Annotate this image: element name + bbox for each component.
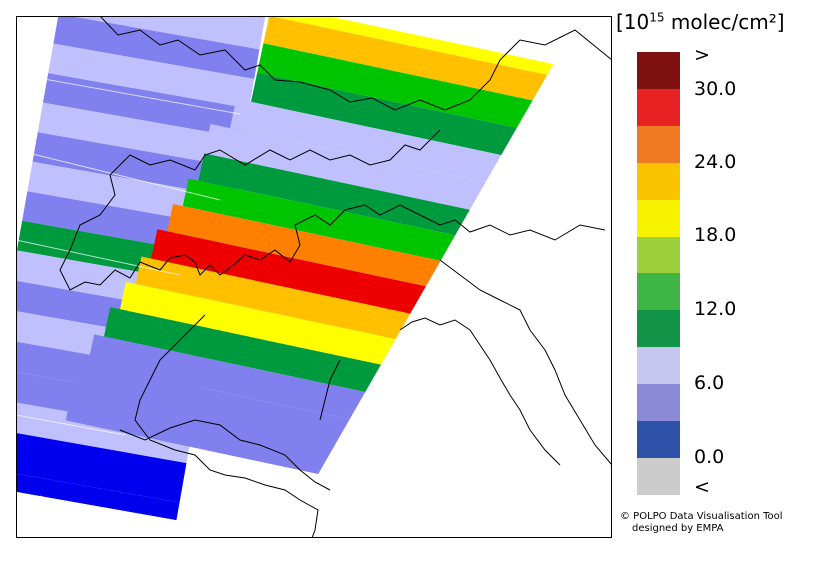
colorbar-swatch: [637, 457, 680, 495]
strip: [16, 407, 187, 503]
colorbar-swatch: [637, 384, 680, 422]
scan-lines: [16, 73, 241, 521]
colorbar-swatch: [637, 52, 680, 89]
colorbar-swatch: [637, 273, 680, 311]
strip: [257, 43, 554, 156]
tick-label: 30.0: [694, 78, 737, 100]
tick-label: 24.0: [694, 151, 737, 173]
colorbar-swatch: [637, 310, 680, 348]
credit-line-1: © POLPO Data Visualisation Tool: [620, 511, 783, 522]
strip: [16, 52, 249, 139]
pixel-strips: [16, 16, 554, 538]
colorbar-swatch: [637, 236, 680, 274]
colorbar-swatch: [637, 162, 680, 200]
map-panel: [16, 16, 612, 538]
colorbar-swatch: [637, 347, 680, 385]
credit-line-2: designed by EMPA: [632, 523, 724, 534]
strip: [16, 112, 239, 198]
colorbar-swatch: [637, 421, 680, 458]
tick-label: 18.0: [694, 224, 737, 246]
strip: [16, 16, 260, 79]
strip: [16, 141, 234, 227]
colorbar-swatch: [637, 88, 680, 126]
tick-label: 12.0: [694, 298, 737, 320]
tick-label: >: [694, 44, 710, 66]
strip: [16, 171, 229, 257]
strip: [16, 82, 244, 168]
tick-label: <: [694, 476, 710, 498]
credit-text: © POLPO Data Visualisation Tool designed…: [620, 511, 783, 535]
strip: [16, 16, 265, 50]
colorbar-swatch: [637, 199, 680, 237]
tick-label: 6.0: [694, 372, 725, 394]
strip: [16, 377, 192, 464]
tick-label: 0.0: [694, 446, 725, 468]
strip: [263, 16, 554, 127]
colorbar-swatch: [637, 125, 680, 163]
strip: [16, 23, 255, 109]
legend-title: [1015 molec/cm²]: [616, 10, 785, 34]
map-canvas: [16, 16, 612, 538]
coastlines-borders: [59, 16, 612, 538]
